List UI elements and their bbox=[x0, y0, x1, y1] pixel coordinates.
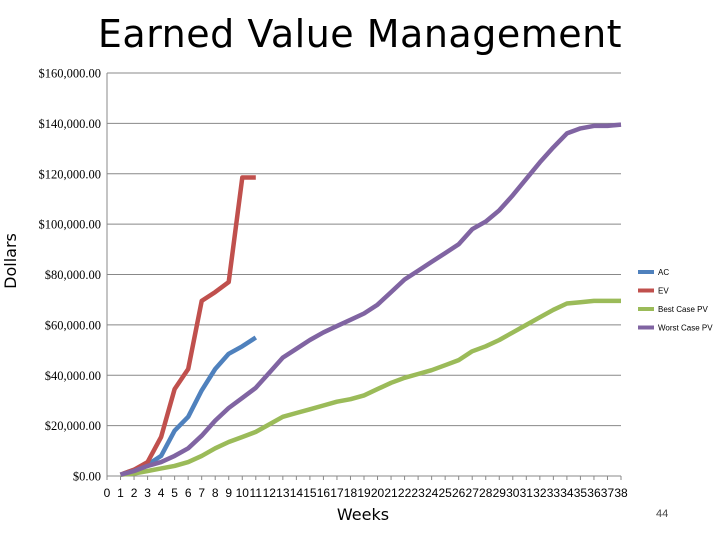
x-tick-label: 32 bbox=[533, 486, 547, 500]
x-tick-label: 0 bbox=[104, 486, 111, 500]
x-tick-label: 25 bbox=[438, 486, 452, 500]
x-tick-label: 20 bbox=[371, 486, 385, 500]
x-tick-label: 24 bbox=[425, 486, 439, 500]
x-tick-label: 11 bbox=[250, 486, 263, 500]
x-tick-label: 19 bbox=[357, 486, 371, 500]
y-tick-label: $100,000.00 bbox=[39, 218, 102, 232]
x-tick-label: 30 bbox=[506, 486, 520, 500]
x-tick-label: 9 bbox=[225, 486, 232, 500]
y-tick-label: $120,000.00 bbox=[39, 167, 102, 181]
x-tick-label: 36 bbox=[587, 486, 601, 500]
x-tick-label: 7 bbox=[198, 486, 205, 500]
legend-label: Worst Case PV bbox=[658, 324, 713, 333]
y-tick-label: $40,000.00 bbox=[45, 369, 101, 383]
y-axis-ticks: $0.00 $20,000.00 $40,000.00 $60,000.00 $80,0… bbox=[39, 67, 102, 484]
x-tick-label: 29 bbox=[493, 486, 507, 500]
y-tick-label: $160,000.00 bbox=[39, 67, 102, 81]
x-tick-label: 10 bbox=[236, 486, 250, 500]
x-tick-label: 23 bbox=[411, 486, 425, 500]
y-tick-label: $0.00 bbox=[73, 470, 101, 484]
gridlines bbox=[107, 72, 621, 427]
y-tick-label: $80,000.00 bbox=[45, 268, 101, 282]
x-tick-label: 17 bbox=[330, 486, 344, 500]
x-tick-label: 27 bbox=[466, 486, 480, 500]
x-tick-label: 12 bbox=[263, 486, 277, 500]
series-line-best-case-pv bbox=[120, 298, 621, 477]
y-tick-label: $20,000.00 bbox=[45, 419, 101, 433]
x-tick-label: 31 bbox=[520, 486, 534, 500]
x-tick-label: 21 bbox=[384, 486, 398, 500]
legend: AC EV Best Case PV Worst Case PV bbox=[638, 268, 713, 333]
x-tick-label: 26 bbox=[452, 486, 466, 500]
y-axis-title: Dollars bbox=[1, 233, 20, 289]
x-tick-label: 3 bbox=[144, 486, 151, 500]
x-tick-label: 13 bbox=[276, 486, 290, 500]
series-line-ev bbox=[119, 175, 256, 477]
x-tick-label: 5 bbox=[171, 486, 178, 500]
x-tick-label: 28 bbox=[479, 486, 493, 500]
x-tick-label: 35 bbox=[574, 486, 588, 500]
legend-label: EV bbox=[658, 287, 669, 296]
x-tick-label: 1 bbox=[117, 486, 124, 500]
slide-title: Earned Value Management bbox=[97, 12, 623, 56]
x-tick-label: 14 bbox=[290, 486, 304, 500]
y-tick-label: $140,000.00 bbox=[39, 117, 102, 131]
x-tick-label: 38 bbox=[614, 486, 628, 500]
x-tick-label: 18 bbox=[344, 486, 358, 500]
x-tick-label: 2 bbox=[131, 486, 138, 500]
legend-label: Best Case PV bbox=[658, 305, 708, 314]
page-number: 44 bbox=[656, 508, 669, 520]
x-tick-label: 33 bbox=[547, 486, 561, 500]
y-tick-label: $60,000.00 bbox=[45, 318, 101, 332]
x-axis-ticks: 0 1 2 3 4 5 6 7 8 9 10 11 12 13 14 15 16 17 18 19 20 21 22 23 24… bbox=[104, 476, 628, 500]
series-line-worst-case-pv bbox=[119, 122, 622, 477]
x-tick-label: 37 bbox=[601, 486, 615, 500]
x-tick-label: 15 bbox=[303, 486, 317, 500]
x-tick-label: 6 bbox=[185, 486, 192, 500]
x-tick-label: 22 bbox=[398, 486, 412, 500]
x-tick-label: 16 bbox=[317, 486, 331, 500]
series-lines bbox=[119, 122, 622, 477]
x-tick-label: 34 bbox=[560, 486, 574, 500]
x-tick-label: 4 bbox=[158, 486, 165, 500]
legend-label: AC bbox=[658, 268, 669, 277]
x-axis-title: Weeks bbox=[337, 505, 389, 524]
x-tick-label: 8 bbox=[212, 486, 219, 500]
